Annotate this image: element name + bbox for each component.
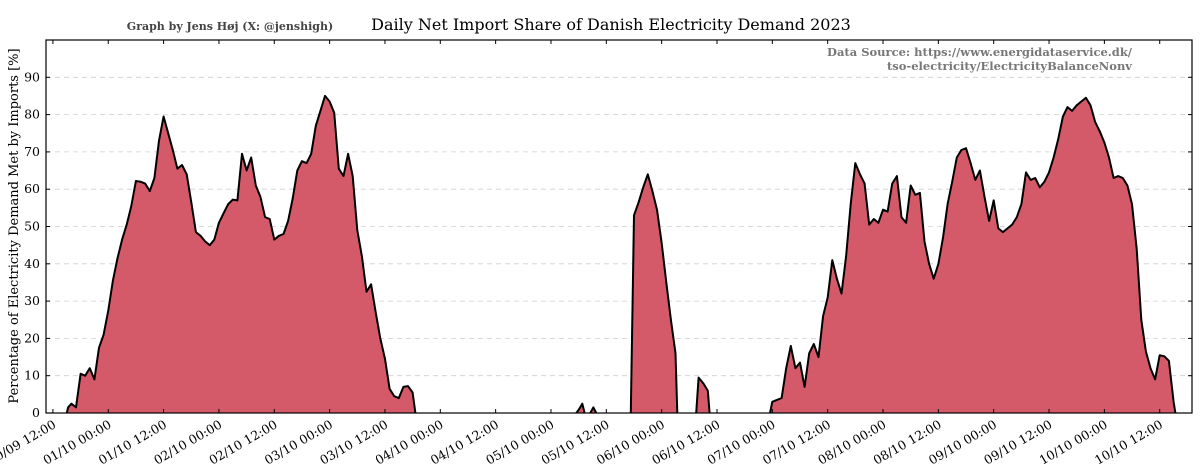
area-line-segment (629, 173, 679, 414)
area-fill-segment (770, 97, 1176, 414)
area-fill-segment (66, 95, 416, 414)
y-axis-label: Percentage of Electricity Demand Met by … (7, 48, 22, 403)
chart-title: Daily Net Import Share of Danish Electri… (371, 15, 851, 34)
y-tick-label: 70 (24, 144, 40, 159)
data-source-line1: Data Source: https://www.energidataservi… (827, 45, 1133, 59)
y-tick-label: 0 (32, 405, 40, 420)
area-fill-segment (630, 174, 678, 413)
area-line-segment (695, 376, 711, 414)
y-tick-label: 50 (24, 219, 40, 234)
chart-credit: Graph by Jens Høj (X: @jenshigh) (127, 20, 333, 33)
y-tick-label: 20 (24, 330, 40, 345)
y-tick-label: 10 (24, 368, 40, 383)
y-tick-label: 40 (24, 256, 40, 271)
y-tick-label: 80 (24, 107, 40, 122)
y-tick-label: 90 (24, 69, 40, 84)
y-tick-label: 60 (24, 181, 40, 196)
y-axis-ticks: 0 10 20 30 40 50 60 70 80 90 (24, 69, 1192, 420)
area-series (65, 94, 1177, 414)
data-source-line2: tso-electricity/ElectricityBalanceNonv (887, 59, 1132, 73)
y-tick-label: 30 (24, 293, 40, 308)
area-line-segment (65, 94, 417, 414)
area-line-segment (589, 406, 598, 414)
area-line-segment (575, 402, 586, 414)
area-line-segment (769, 96, 1177, 414)
area-fill-segment (696, 377, 710, 413)
